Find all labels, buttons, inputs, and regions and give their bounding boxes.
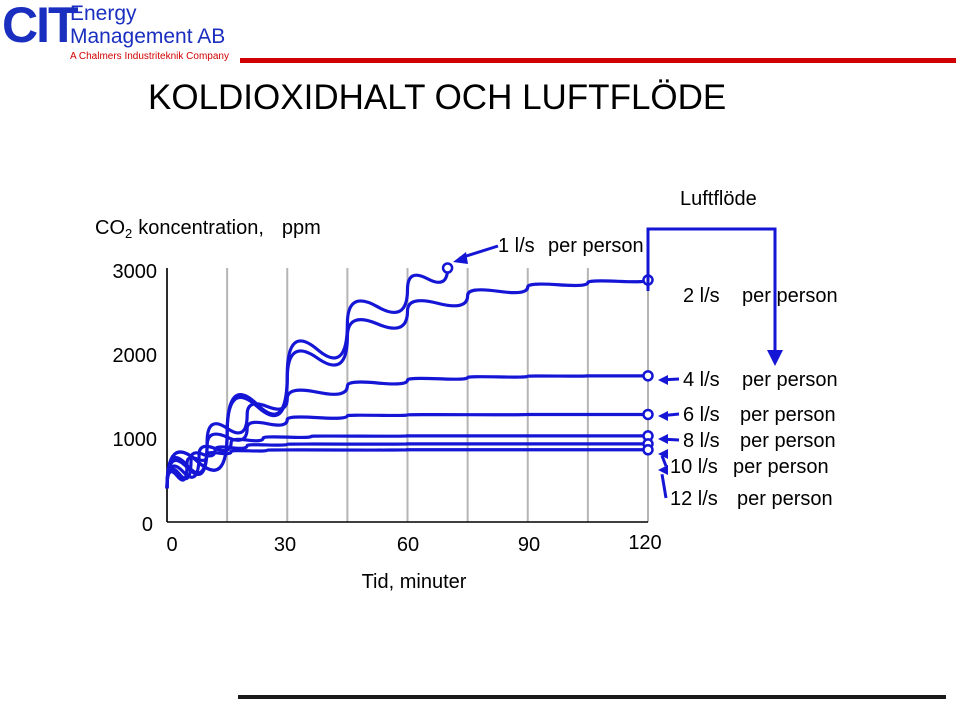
series-label-suffix: per person <box>548 235 644 257</box>
series-end-marker <box>642 370 654 382</box>
series-label-arrow-head <box>658 375 668 385</box>
x-tick-label: 0 <box>166 534 177 556</box>
series-label-name: 1 l/s <box>498 235 535 257</box>
series-label-arrow-head <box>658 449 668 459</box>
series-label-name: 2 l/s <box>683 285 720 307</box>
series-label-suffix: per person <box>740 430 836 452</box>
series-line-4 <box>165 412 648 489</box>
series-label-name: 6 l/s <box>683 404 720 426</box>
company-logo-mark: CIT <box>2 0 79 53</box>
series-label-arrow-head <box>658 411 668 421</box>
series-line-5 <box>165 434 648 489</box>
series-label-suffix: per person <box>742 285 838 307</box>
x-tick-label: 90 <box>518 534 540 556</box>
y-tick-label: 0 <box>142 514 153 536</box>
x-tick-label: 30 <box>274 534 296 556</box>
footer-rule <box>238 695 946 699</box>
series-label-arrow <box>660 473 668 499</box>
series-label-name: 12 l/s <box>670 488 718 510</box>
flow-bracket-line <box>646 227 777 352</box>
y-tick-label: 3000 <box>113 261 158 283</box>
company-tagline: A Chalmers Industriteknik Company <box>70 51 229 62</box>
y-tick-label: 2000 <box>113 345 158 367</box>
series-label-arrow-head <box>453 252 468 264</box>
series-label-name: 4 l/s <box>683 369 720 391</box>
y-axis-label: CO2 koncentration, ppm <box>95 217 321 241</box>
flow-arrow-head <box>767 350 783 366</box>
series-label-suffix: per person <box>742 369 838 391</box>
series-label-arrow-head <box>658 434 668 444</box>
series-line-2 <box>165 278 650 489</box>
header-rule <box>240 58 956 63</box>
x-axis-label: Tid, minuter <box>362 571 467 593</box>
series-line-7 <box>165 448 648 489</box>
company-name-line2: Management AB <box>70 25 226 48</box>
series-label-name: 10 l/s <box>670 456 718 478</box>
flow-header-label: Luftflöde <box>680 188 757 210</box>
series-label-suffix: per person <box>740 404 836 426</box>
series-label-suffix: per person <box>737 488 833 510</box>
series-label-suffix: per person <box>733 456 829 478</box>
series-end-marker <box>642 444 654 456</box>
series-label-arrow <box>660 455 668 467</box>
series-end-marker <box>642 408 654 421</box>
series-label-arrow-head <box>658 465 668 475</box>
x-tick-label: 120 <box>628 532 661 554</box>
slide-title: KOLDIOXIDHALT OCH LUFTFLÖDE <box>148 78 727 117</box>
series-line-3 <box>165 374 648 489</box>
x-tick-label: 60 <box>397 534 419 556</box>
series-end-marker <box>441 262 454 274</box>
company-name-line1: Energy <box>70 2 137 25</box>
series-label-name: 8 l/s <box>683 430 720 452</box>
y-tick-label: 1000 <box>113 429 158 451</box>
series-line-6 <box>165 442 648 489</box>
